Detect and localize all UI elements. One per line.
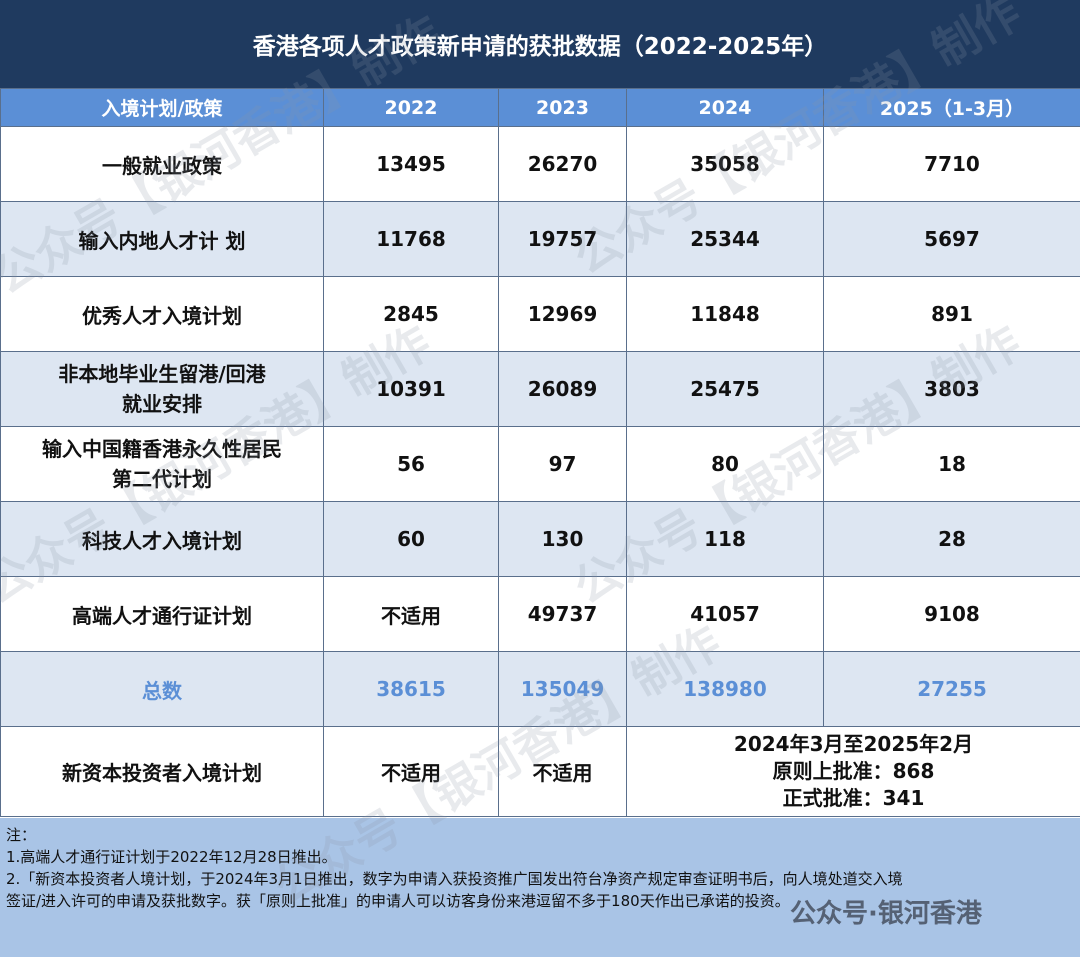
value-2022: 56	[323, 426, 499, 502]
table-row: 优秀人才入境计划 2845 12969 11848 891	[0, 276, 1080, 352]
column-header-2025: 2025（1-3月）	[823, 88, 1080, 127]
notes-section: 注： 1.高端人才通行证计划于2022年12月28日推出。 2.「新资本投资者人…	[0, 818, 1080, 957]
value-2024: 35058	[626, 126, 824, 202]
value-2024: 118	[626, 501, 824, 577]
value-2022: 不适用	[323, 576, 499, 652]
value-2025: 891	[823, 276, 1080, 352]
value-2025: 3803	[823, 351, 1080, 427]
table-row: 高端人才通行证计划 不适用 49737 41057 9108	[0, 576, 1080, 652]
value-2023: 49737	[498, 576, 627, 652]
value-2023: 130	[498, 501, 627, 577]
value-2023: 97	[498, 426, 627, 502]
note-item: 1.高端人才通行证计划于2022年12月28日推出。	[6, 848, 337, 866]
footer-brand-watermark: 公众号·银河香港	[790, 899, 982, 929]
value-2023: 19757	[498, 201, 627, 277]
table-row: 科技人才入境计划 60 130 118 28	[0, 501, 1080, 577]
policy-name: 输入中国籍香港永久性居民 第二代计划	[0, 426, 324, 502]
value-2024: 11848	[626, 276, 824, 352]
policy-name: 优秀人才入境计划	[0, 276, 324, 352]
value-2022: 11768	[323, 201, 499, 277]
value-2024: 25475	[626, 351, 824, 427]
notes-heading: 注：	[6, 826, 37, 844]
value-2025: 5697	[823, 201, 1080, 277]
column-header-2024: 2024	[626, 88, 824, 127]
total-row: 总数 38615 135049 138980 27255	[0, 651, 1080, 727]
value-2025: 7710	[823, 126, 1080, 202]
policy-name: 一般就业政策	[0, 126, 324, 202]
table-title: 香港各项人才政策新申请的获批数据（2022-2025年）	[0, 0, 1080, 88]
total-2023: 135049	[498, 651, 627, 727]
value-2023: 26089	[498, 351, 627, 427]
investor-approval-in-principle: 原则上批准：868	[772, 759, 935, 783]
value-2025: 9108	[823, 576, 1080, 652]
table-row: 非本地毕业生留港/回港 就业安排 10391 26089 25475 3803	[0, 351, 1080, 427]
column-header-2023: 2023	[498, 88, 627, 127]
policy-name: 新资本投资者入境计划	[0, 726, 324, 817]
value-2022: 2845	[323, 276, 499, 352]
investor-formal-approval: 正式批准：341	[782, 786, 925, 810]
policy-name-line1: 非本地毕业生留港/回港	[58, 362, 266, 386]
policy-name-line1: 输入中国籍香港永久性居民	[42, 437, 282, 461]
value-2022: 不适用	[323, 726, 499, 817]
value-2022: 60	[323, 501, 499, 577]
investor-row: 新资本投资者入境计划 不适用 不适用 2024年3月至2025年2月 原则上批准…	[0, 726, 1080, 817]
value-2023: 不适用	[498, 726, 627, 817]
table-row: 输入中国籍香港永久性居民 第二代计划 56 97 80 18	[0, 426, 1080, 502]
total-2022: 38615	[323, 651, 499, 727]
column-header-policy: 入境计划/政策	[0, 88, 324, 127]
note-item: 2.「新资本投资者人境计划，于2024年3月1日推出，数字为申请入获投资推广国发…	[6, 870, 903, 888]
table-row: 输入内地人才计 划 11768 19757 25344 5697	[0, 201, 1080, 277]
approval-data-table: 入境计划/政策 2022 2023 2024 2025（1-3月） 一般就业政策…	[0, 88, 1080, 817]
policy-name-line2: 就业安排	[122, 392, 202, 416]
investor-approval-detail: 2024年3月至2025年2月 原则上批准：868 正式批准：341	[626, 726, 1080, 817]
value-2022: 13495	[323, 126, 499, 202]
total-2024: 138980	[626, 651, 824, 727]
value-2023: 26270	[498, 126, 627, 202]
total-2025: 27255	[823, 651, 1080, 727]
value-2022: 10391	[323, 351, 499, 427]
policy-name: 科技人才入境计划	[0, 501, 324, 577]
table-row: 一般就业政策 13495 26270 35058 7710	[0, 126, 1080, 202]
note-item: 签证/进入许可的申请及获批数字。获「原则上批准」的申请人可以访客身份来港逗留不多…	[6, 892, 790, 910]
policy-name: 高端人才通行证计划	[0, 576, 324, 652]
value-2024: 80	[626, 426, 824, 502]
value-2024: 41057	[626, 576, 824, 652]
column-header-2022: 2022	[323, 88, 499, 127]
value-2024: 25344	[626, 201, 824, 277]
value-2023: 12969	[498, 276, 627, 352]
value-2025: 18	[823, 426, 1080, 502]
value-2025: 28	[823, 501, 1080, 577]
table-header-row: 入境计划/政策 2022 2023 2024 2025（1-3月）	[0, 88, 1080, 127]
policy-name: 非本地毕业生留港/回港 就业安排	[0, 351, 324, 427]
policy-name: 输入内地人才计 划	[0, 201, 324, 277]
investor-period: 2024年3月至2025年2月	[733, 732, 974, 756]
total-label: 总数	[0, 651, 324, 727]
policy-name-line2: 第二代计划	[112, 467, 212, 491]
